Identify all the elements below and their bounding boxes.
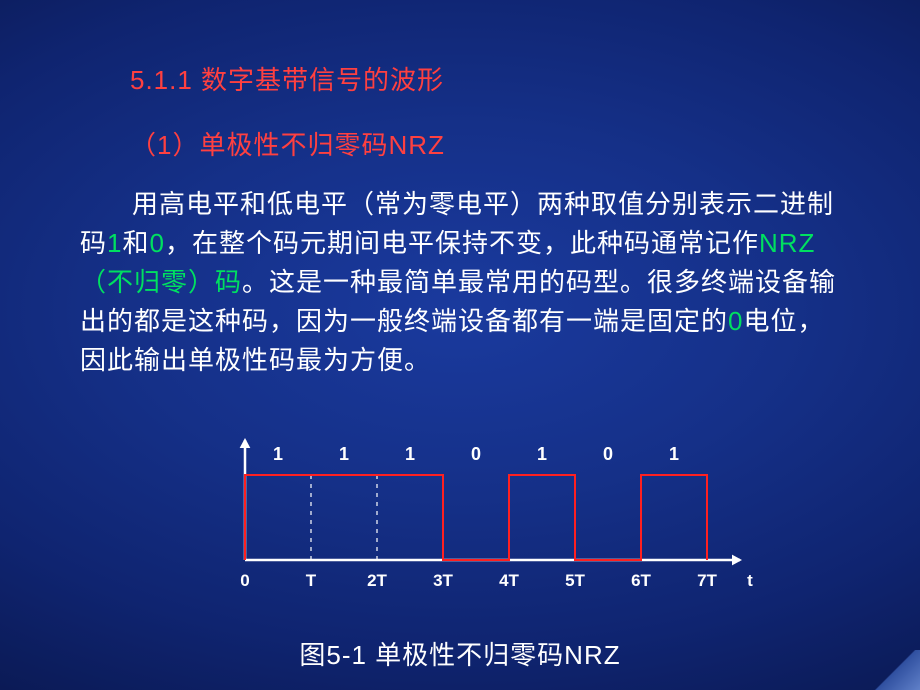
p-seg3: 和 [122, 228, 149, 258]
svg-text:4T: 4T [499, 571, 519, 590]
svg-text:0: 0 [240, 571, 249, 590]
svg-text:2T: 2T [367, 571, 387, 590]
svg-text:7T: 7T [697, 571, 717, 590]
subtitle: （1）单极性不归零码NRZ [130, 125, 445, 162]
p-seg4: 0 [150, 228, 165, 258]
nrz-svg: 1 1 1 0 1 0 1 0 T 2T 3T 4T 5T 6T 7T t [195, 430, 755, 625]
p-seg5: ，在整个码元期间电平保持不变，此种码通常记作 [165, 228, 759, 258]
p-seg2: 1 [107, 228, 122, 258]
nrz-chart: 1 1 1 0 1 0 1 0 T 2T 3T 4T 5T 6T 7T t [195, 430, 755, 625]
svg-text:5T: 5T [565, 571, 585, 590]
svg-text:T: T [306, 571, 317, 590]
body-paragraph: 用高电平和低电平（常为零电平）两种取值分别表示二进制码1和0，在整个码元期间电平… [80, 185, 840, 380]
svg-text:3T: 3T [433, 571, 453, 590]
section-title: 5.1.1 数字基带信号的波形 [130, 60, 444, 97]
p-seg8: 0 [728, 306, 743, 336]
svg-text:1: 1 [339, 444, 349, 464]
svg-text:0: 0 [603, 444, 613, 464]
svg-text:1: 1 [405, 444, 415, 464]
svg-text:1: 1 [273, 444, 283, 464]
svg-text:0: 0 [471, 444, 481, 464]
svg-text:1: 1 [537, 444, 547, 464]
svg-text:t: t [747, 571, 753, 590]
page-corner-fold-icon [872, 650, 920, 690]
svg-text:6T: 6T [631, 571, 651, 590]
figure-caption: 图5-1 单极性不归零码NRZ [0, 635, 920, 672]
svg-text:1: 1 [669, 444, 679, 464]
